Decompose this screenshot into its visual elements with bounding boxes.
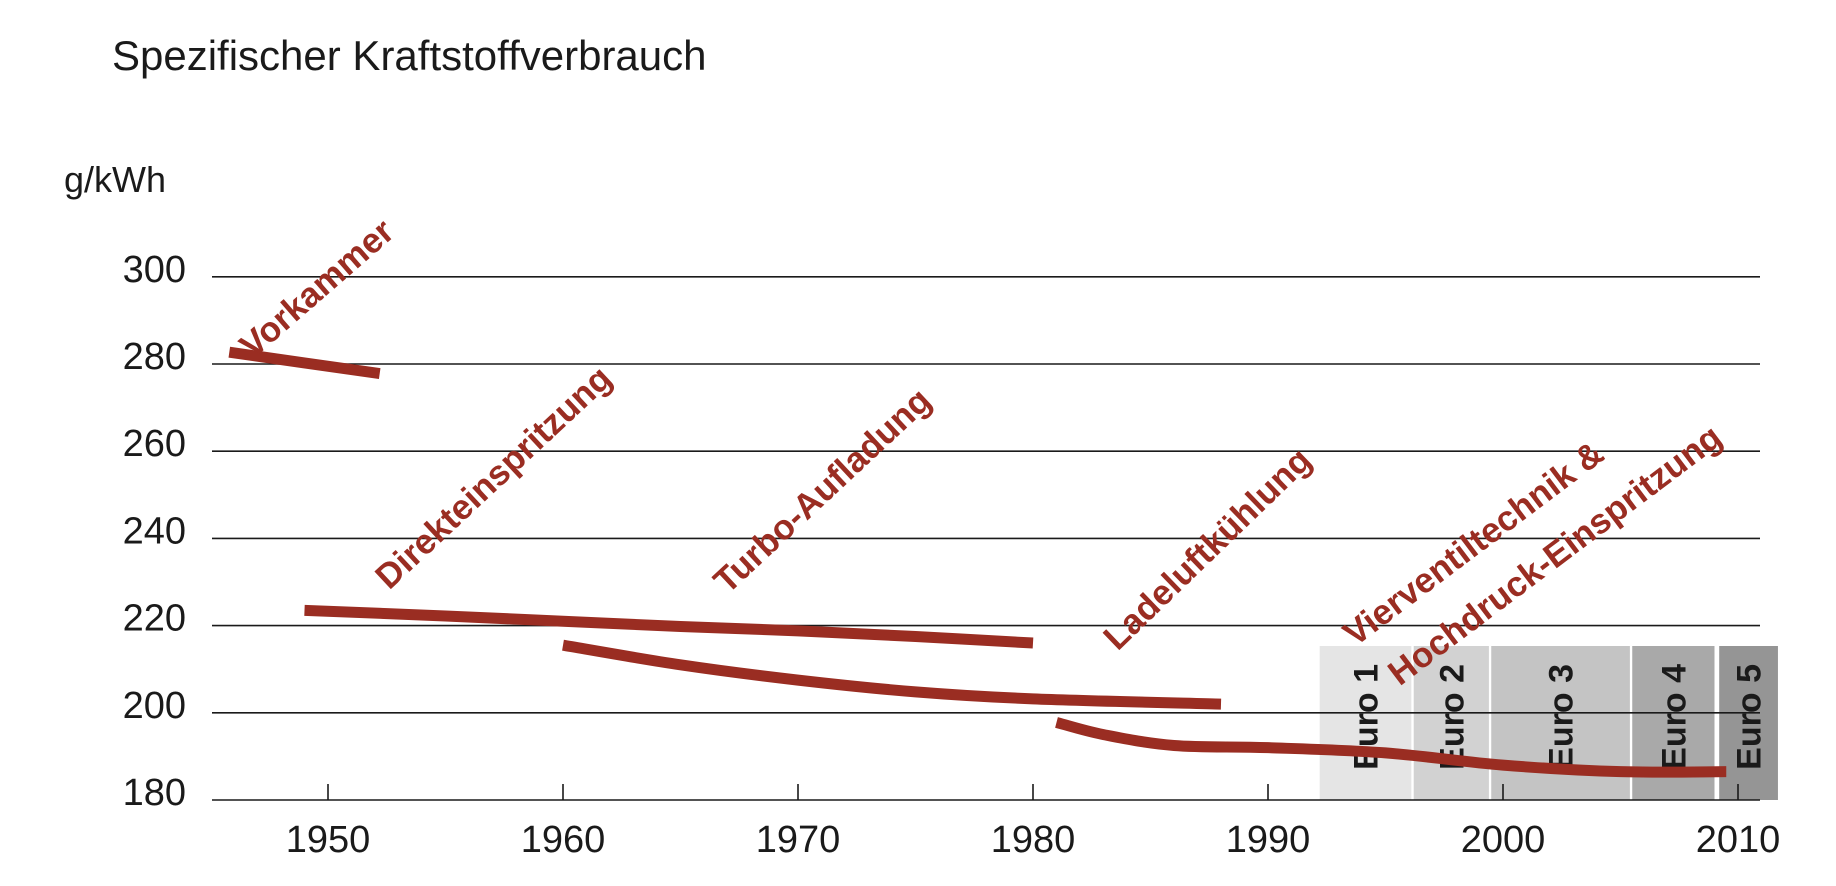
x-tick-label-2000: 2000 [1461,819,1546,861]
annotation-2: Direkteinspritzung [368,358,619,596]
y-tick-label-180: 180 [123,772,186,814]
y-axis-label: g/kWh [64,159,166,200]
x-axis-ticks: 1950 1960 1970 1980 1990 2000 2010 [286,784,1781,861]
annotation-1: Vorkammer [232,211,401,365]
x-tick-label-2010: 2010 [1696,819,1781,861]
euro-band-2 [1413,646,1489,800]
euro-band-label-4: Euro 4 [1655,664,1693,770]
euro-band-label-2: Euro 2 [1433,664,1471,770]
chart-title: Spezifischer Kraftstoffverbrauch [112,32,707,79]
series-line-4 [1055,717,1727,778]
y-tick-label-240: 240 [123,510,186,552]
y-tick-label-220: 220 [123,598,186,640]
series-line-1 [228,346,381,380]
series-group [228,346,1727,778]
euro-band-5 [1719,646,1778,800]
y-tick-label-260: 260 [123,423,186,465]
series-line-3 [562,639,1222,710]
x-tick-label-1990: 1990 [1226,819,1311,861]
series-line-2 [304,604,1034,649]
y-tick-label-280: 280 [123,336,186,378]
euro-band-1 [1319,646,1412,800]
euro-band-label-3: Euro 3 [1543,664,1581,770]
y-tick-label-200: 200 [123,685,186,727]
horizontal-gridlines: 180 200 220 240 260 280 300 [123,249,1760,814]
annotation-3: Turbo-Aufladung [706,381,938,601]
x-tick-label-1980: 1980 [991,819,1076,861]
euro-band-label-5: Euro 5 [1731,664,1769,770]
y-tick-label-300: 300 [123,249,186,291]
x-tick-label-1950: 1950 [286,819,371,861]
x-tick-label-1960: 1960 [521,819,606,861]
x-tick-label-1970: 1970 [756,819,841,861]
